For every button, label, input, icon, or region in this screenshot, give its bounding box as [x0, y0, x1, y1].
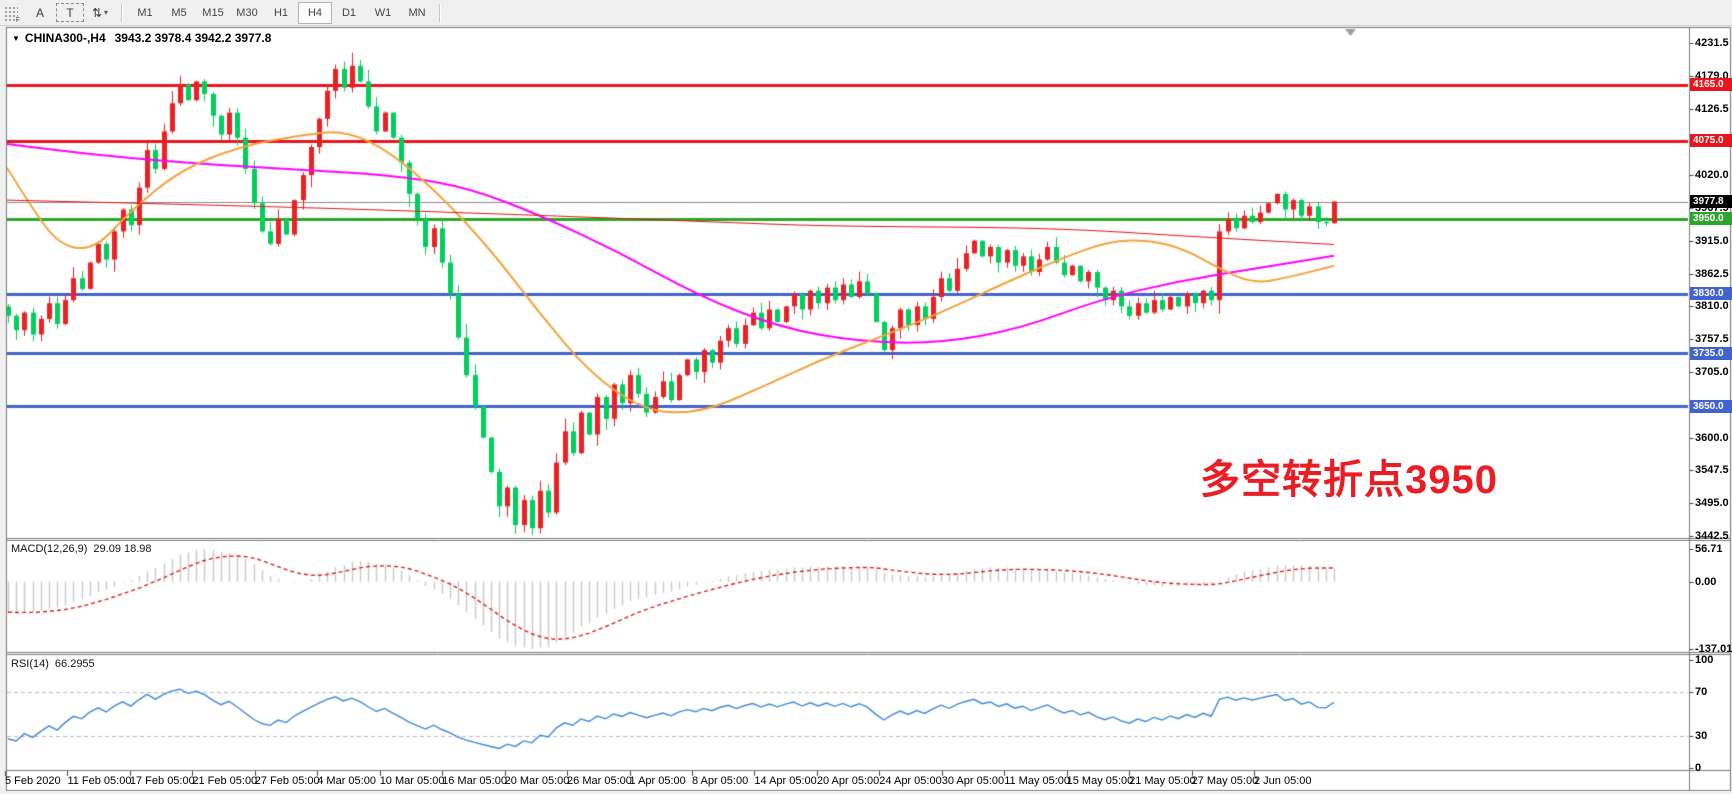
date-label: 14 Apr 05:00 — [754, 775, 817, 787]
date-label: 8 Apr 05:00 — [691, 775, 749, 787]
symbol-name: CHINA300-,H4 — [24, 31, 106, 45]
date-label: 16 Mar 05:00 — [442, 775, 507, 787]
text-a-button[interactable]: A — [35, 5, 44, 20]
macd-axis-label: -137.01 — [1695, 643, 1732, 655]
price-line-label: 3650.0 — [1690, 399, 1732, 413]
price-tick-label: 3705.0 — [1695, 365, 1729, 378]
rsi-axis-label: 30 — [1695, 729, 1708, 742]
date-label: 10 Mar 05:00 — [379, 775, 445, 787]
status-strip — [0, 791, 1732, 794]
rsi-axis-label: 100 — [1695, 654, 1714, 666]
price-line-label: 3950.0 — [1690, 212, 1732, 226]
date-label: 24 Apr 05:00 — [879, 775, 942, 787]
price-tick-label: 4020.0 — [1695, 169, 1729, 182]
date-label: 11 May 05:00 — [1004, 775, 1071, 787]
date-label: 21 May 05:00 — [1129, 775, 1196, 787]
rsi-indicator-label: RSI(14) 66.2955 — [11, 658, 95, 670]
date-label: 11 Feb 05:00 — [67, 775, 132, 787]
date-label: 20 Mar 05:00 — [504, 775, 570, 787]
date-label: 15 May 05:00 — [1066, 775, 1134, 787]
price-tick-label: 3862.5 — [1695, 267, 1729, 280]
timeframe-button-h4[interactable]: H4 — [298, 1, 332, 24]
rsi-value: 66.2955 — [54, 658, 95, 670]
price-line-label: 4075.0 — [1690, 134, 1732, 148]
macd-values: 29.09 18.98 — [93, 543, 152, 555]
date-label: 21 Feb 05:00 — [192, 775, 258, 787]
price-tick-label: 3495.0 — [1695, 497, 1729, 510]
price-line-label: 3735.0 — [1690, 346, 1732, 360]
timeframe-button-m5[interactable]: M5 — [171, 6, 187, 19]
rsi-axis-label: 0 — [1695, 762, 1702, 774]
price-tick-label: 3600.0 — [1695, 431, 1729, 444]
price-tick-label: 3915.0 — [1695, 234, 1729, 247]
price-tick-label: 4231.5 — [1695, 37, 1729, 49]
chevron-down-icon: ▾ — [104, 8, 109, 17]
timeframe-button-d1[interactable]: D1 — [341, 6, 357, 19]
price-axis[interactable] — [1690, 27, 1732, 790]
date-label: 27 May 05:00 — [1191, 775, 1259, 787]
date-label: 5 Feb 2020 — [5, 775, 61, 787]
toolbar-drag-handle[interactable]: F — [4, 4, 20, 24]
price-tick-label: 4126.5 — [1695, 102, 1729, 115]
timeframe-button-w1[interactable]: W1 — [374, 6, 392, 19]
date-label: 30 Apr 05:00 — [941, 775, 1005, 787]
date-label: 17 Feb 05:00 — [129, 775, 195, 787]
date-label: 2 Jun 05:00 — [1254, 775, 1312, 787]
macd-axis-label: 56.71 — [1695, 543, 1723, 555]
timeframe-button-m15[interactable]: M15 — [202, 6, 224, 19]
price-tick-label: 3757.5 — [1695, 333, 1729, 346]
macd-axis-label: 0.00 — [1695, 575, 1717, 588]
symbol-dropdown-icon[interactable]: ▼ — [12, 34, 20, 43]
timeframe-button-m30[interactable]: M30 — [236, 6, 258, 19]
timeframe-button-m1[interactable]: M1 — [137, 6, 153, 19]
ohlc-values: 3943.2 3978.4 3942.2 3977.8 — [114, 31, 272, 45]
toolbar-separator — [121, 3, 123, 22]
macd-indicator-label: MACD(12,26,9) 29.09 18.98 — [11, 543, 152, 555]
timeframe-button-h1[interactable]: H1 — [273, 6, 289, 19]
toolbar-separator — [439, 3, 441, 22]
price-line-label: 3830.0 — [1690, 287, 1732, 301]
rsi-axis-label: 70 — [1695, 686, 1708, 699]
date-label: 26 Mar 05:00 — [567, 775, 632, 787]
date-label: 4 Mar 05:00 — [317, 775, 376, 787]
date-axis[interactable] — [6, 771, 1689, 790]
cursor-mode-button[interactable]: ⇅ ▾ — [84, 2, 116, 24]
price-tick-label: 3810.0 — [1695, 300, 1729, 313]
toolbar: F A T ⇅ ▾ M1 M5 M15 M30 H1 H4 D1 W1 MN — [0, 0, 1732, 26]
symbol-title: ▼ CHINA300-,H4 3943.2 3978.4 3942.2 3977.8 — [12, 31, 271, 45]
date-label: 1 Apr 05:00 — [629, 775, 686, 787]
text-label-button[interactable]: T — [56, 3, 84, 22]
price-line-label: 4165.0 — [1690, 78, 1732, 92]
price-tick-label: 3442.5 — [1695, 530, 1729, 542]
timeframe-group: M1 M5 M15 M30 H1 H4 D1 W1 MN — [128, 1, 434, 24]
timeframe-button-mn[interactable]: MN — [408, 6, 426, 19]
chart-text-annotation: 多空转折点3950 — [1200, 458, 1498, 502]
cursor-arrows-icon: ⇅ — [91, 5, 103, 20]
price-line-label: 3977.8 — [1690, 195, 1732, 209]
date-label: 27 Feb 05:00 — [254, 775, 320, 787]
price-tick-label: 3547.5 — [1695, 464, 1729, 477]
date-label: 20 Apr 05:00 — [816, 775, 880, 787]
